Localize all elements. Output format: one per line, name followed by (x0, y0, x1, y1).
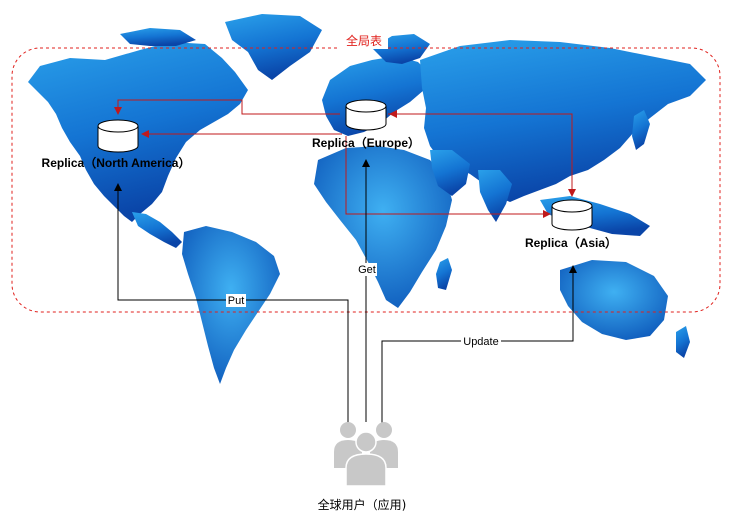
replication-edges (114, 99, 576, 218)
edge-europe-to-na-upper (114, 99, 340, 115)
continent-australia (560, 260, 668, 340)
edge-put-label-bg (226, 294, 246, 307)
database-icon-top (97, 119, 139, 133)
users-group-icon (334, 422, 398, 487)
edge-update-label-bg (461, 335, 501, 348)
replica-north-america: Replica（North America） (42, 119, 191, 170)
continent-asia (420, 40, 706, 202)
database-icon (345, 106, 387, 131)
continent-arabia (430, 150, 470, 196)
database-icon (551, 206, 593, 231)
edge-update-label: Update (463, 336, 498, 348)
continent-japan (632, 110, 650, 150)
users-label: 全球用户（应用) (318, 497, 407, 512)
continent-india (478, 170, 512, 222)
replica-north-america-label: Replica（North America） (42, 155, 191, 170)
continent-new-zealand (676, 326, 690, 358)
world-map (28, 14, 706, 384)
database-icon-top (345, 99, 387, 113)
replica-asia: Replica（Asia） (525, 199, 617, 250)
replica-europe: Replica（Europe） (312, 99, 420, 150)
edge-get-label-bg (357, 263, 377, 276)
database-icon-top (551, 199, 593, 213)
edge-put-label: Put (228, 295, 245, 307)
edge-europe-to-asia-lower (345, 136, 551, 218)
database-icon (97, 126, 139, 153)
continent-africa (314, 146, 452, 308)
edge-get-label: Get (358, 264, 376, 276)
continent-central-america (132, 212, 182, 248)
replica-asia-label: Replica（Asia） (525, 235, 617, 250)
continent-arctic-islands (120, 28, 196, 46)
region-label-background (340, 34, 388, 49)
edge-update (381, 265, 577, 434)
region-label: 全局表 (346, 33, 382, 48)
continent-greenland (225, 14, 322, 80)
continent-madagascar (436, 258, 452, 290)
replica-europe-label: Replica（Europe） (312, 135, 420, 150)
